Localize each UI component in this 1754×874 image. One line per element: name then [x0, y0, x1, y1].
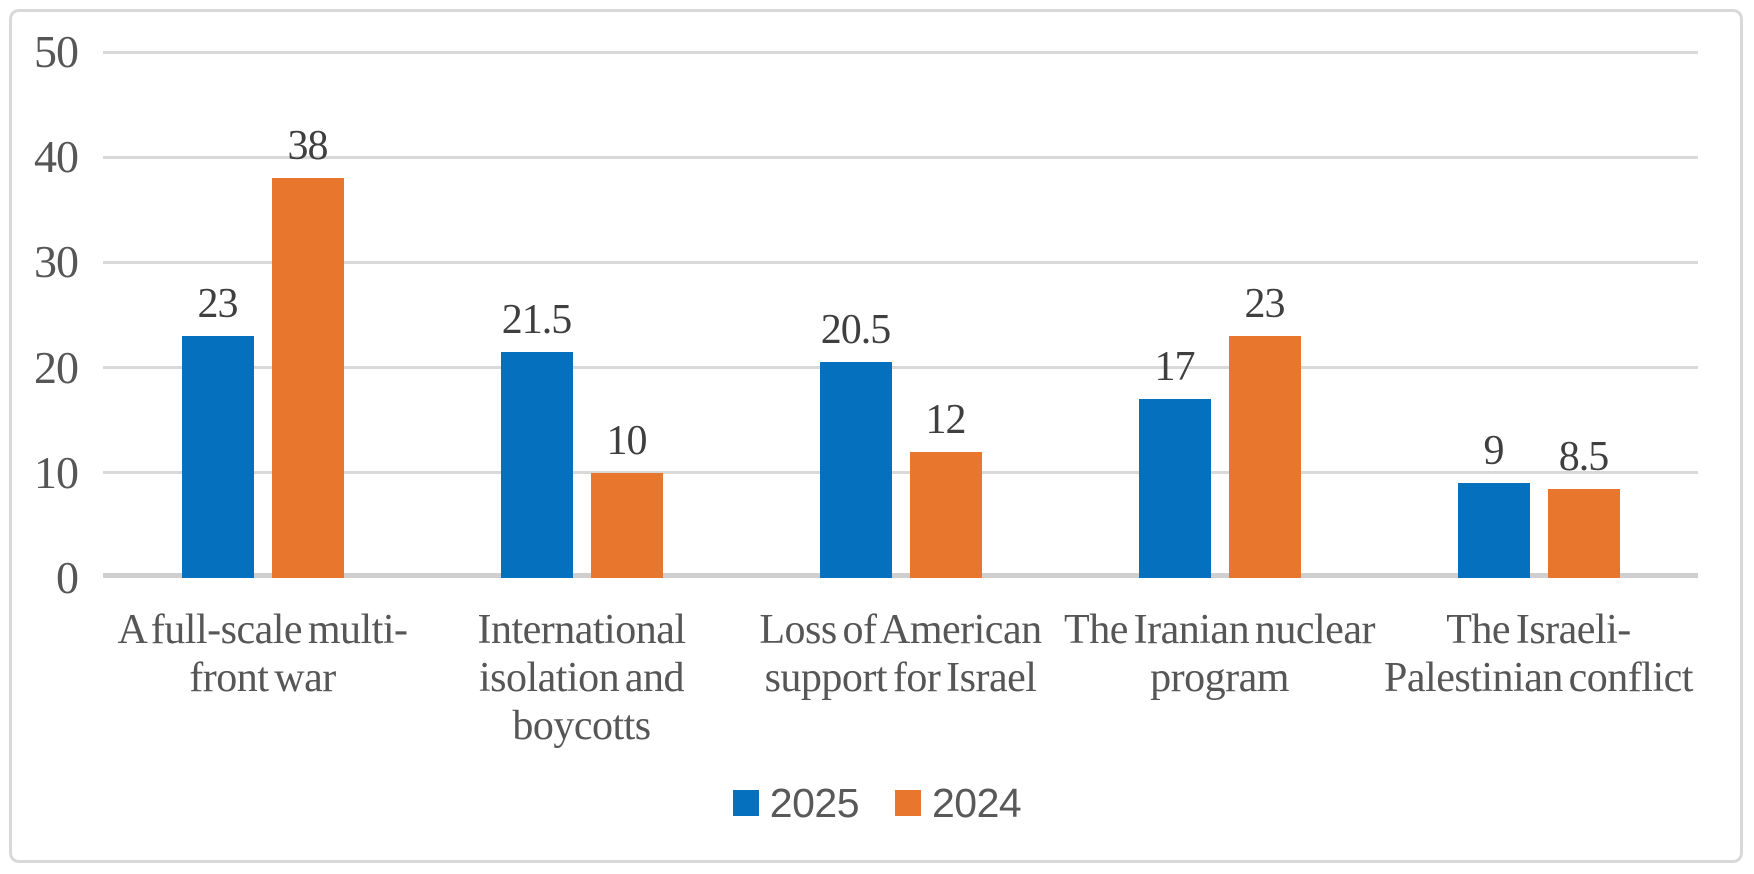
bar-2024-2: 12 [909, 398, 982, 578]
bar-2024-1: 10 [590, 419, 663, 578]
legend: 2025 2024 [0, 781, 1754, 825]
legend-label-2024: 2024 [932, 780, 1022, 826]
bar-2025-0: 23 [181, 282, 254, 578]
legend-label-2025: 2025 [769, 780, 860, 826]
category-label-3: The Iranian nuclear program [1064, 607, 1375, 701]
y-tick-label: 50 [34, 26, 79, 77]
bar-group-1: 21.5 10 [422, 52, 741, 578]
gridline [103, 155, 1698, 159]
bar-group-0: 23 38 [103, 52, 422, 578]
y-tick-label: 20 [34, 341, 79, 393]
bar-value-label: 21.5 [501, 296, 572, 343]
legend-swatch-2024 [895, 790, 921, 816]
category-label-1: International isolation and boycotts [477, 607, 686, 749]
gridline [103, 260, 1698, 264]
bar-value-label: 23 [197, 281, 239, 328]
legend-swatch-2025 [732, 790, 759, 816]
bar-value-label: 10 [606, 417, 648, 464]
bar-2025-1: 21.5 [500, 298, 573, 578]
bar-value-label: 23 [1244, 281, 1286, 328]
category-label-0: A full-scale multi- front war [117, 607, 408, 701]
y-tick-label: 10 [34, 446, 79, 498]
bar-value-label: 12 [925, 396, 967, 443]
legend-item-2025: 2025 [732, 780, 860, 826]
bar-2024-3: 23 [1228, 282, 1301, 578]
bar-value-label: 17 [1154, 344, 1196, 391]
gridline [103, 471, 1698, 475]
bar-value-label: 8.5 [1558, 433, 1609, 480]
gridline [103, 366, 1698, 370]
bar-2025-4: 9 [1457, 429, 1530, 578]
bar-group-4: 9 8.5 [1379, 52, 1698, 578]
legend-item-2024: 2024 [895, 780, 1022, 826]
bar-value-label: 38 [287, 123, 329, 170]
bar-2024-4: 8.5 [1547, 435, 1620, 578]
gridline [103, 50, 1698, 54]
bar-group-3: 17 23 [1060, 52, 1379, 578]
bar-2024-0: 38 [271, 124, 344, 578]
y-tick-label: 0 [56, 552, 79, 603]
bar-value-label: 20.5 [820, 307, 891, 354]
y-tick-label: 30 [34, 236, 79, 288]
x-axis-line [103, 573, 1698, 578]
plot-area: 23 38 21.5 10 20.5 12 17 23 9 8.5 [103, 50, 1698, 578]
category-label-4: The Israeli- Palestinian conflict [1384, 607, 1693, 701]
bar-value-label: 9 [1483, 428, 1505, 475]
bar-group-2: 20.5 12 [741, 52, 1060, 578]
bar-2025-2: 20.5 [819, 308, 892, 578]
bar-2025-3: 17 [1138, 345, 1211, 578]
category-label-2: Loss of American support for Israel [759, 607, 1042, 701]
y-tick-label: 40 [34, 131, 79, 183]
